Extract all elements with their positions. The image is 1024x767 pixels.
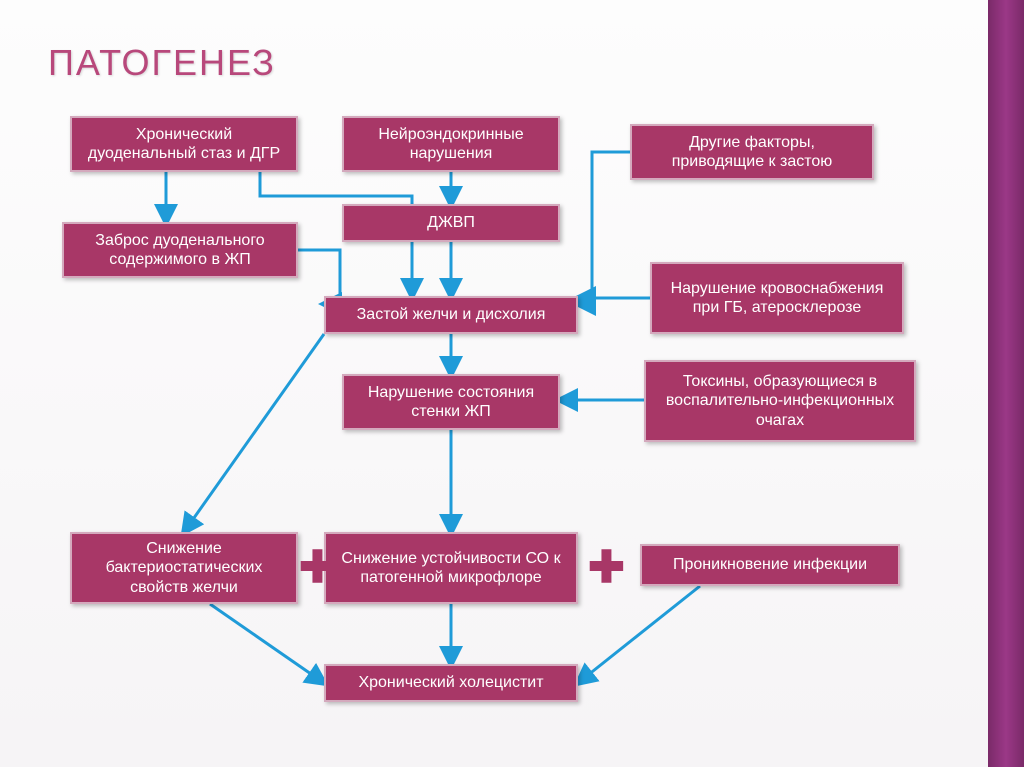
flow-node-n12: Проникновение инфекции: [640, 544, 900, 586]
flow-node-n11: Снижение устойчивости СО к патогенной ми…: [324, 532, 578, 604]
flow-node-n4: ДЖВП: [342, 204, 560, 242]
flow-node-n6: Застой желчи и дисхолия: [324, 296, 578, 334]
plus-icon: ✚: [299, 546, 336, 590]
slide-sidebar: [988, 0, 1024, 767]
flow-node-n3: Другие факторы, приводящие к застою: [630, 124, 874, 180]
flow-node-n1: Хронический дуоденальный стаз и ДГР: [70, 116, 298, 172]
page-title: ПАТОГЕНЕЗ: [48, 42, 276, 84]
flow-node-n7: Нарушение кровоснабжения при ГБ, атероск…: [650, 262, 904, 334]
flow-node-n13: Хронический холецистит: [324, 664, 578, 702]
flow-node-n10: Снижение бактериостатических свойств жел…: [70, 532, 298, 604]
plus-icon: ✚: [588, 546, 625, 590]
flow-node-n2: Нейроэндокринные нарушения: [342, 116, 560, 172]
flow-node-n8: Нарушение состояния стенки ЖП: [342, 374, 560, 430]
flow-node-n9: Токсины, образующиеся в воспалительно-ин…: [644, 360, 916, 442]
flow-node-n5: Заброс дуоденального содержимого в ЖП: [62, 222, 298, 278]
